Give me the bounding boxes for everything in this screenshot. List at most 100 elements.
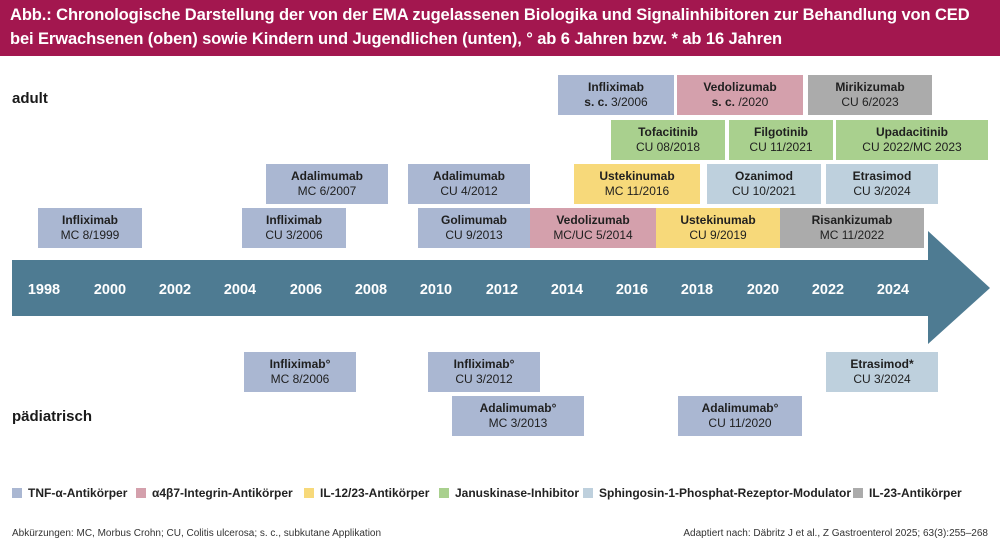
year-label: 2016 xyxy=(615,282,649,298)
drug-name: Adalimumab° xyxy=(701,401,779,415)
drug-name: Etrasimod xyxy=(852,169,912,183)
drug-name: Ustekinumab xyxy=(599,169,675,183)
legend-swatch xyxy=(439,488,449,498)
approval-detail: CU 3/2012 xyxy=(455,372,513,386)
approval-box: Etrasimod CU 3/2024 xyxy=(826,164,938,204)
title-banner: Abb.: Chronologische Darstellung der von… xyxy=(0,0,1000,56)
legend-label: TNF-α-Antikörper xyxy=(28,486,128,500)
subcutaneous-marker: s. c. xyxy=(584,95,608,109)
legend-label: IL-23-Antikörper xyxy=(869,486,962,500)
year-label: 2002 xyxy=(158,282,192,298)
drug-name: Etrasimod* xyxy=(850,357,914,371)
abbreviations-footnote: Abkürzungen: MC, Morbus Crohn; CU, Colit… xyxy=(12,528,382,539)
drug-name: Infliximab° xyxy=(269,357,331,371)
approval-box: Ozanimod CU 10/2021 xyxy=(707,164,821,204)
legend-label: α4β7-Integrin-Antikörper xyxy=(152,486,293,500)
year-label: 2006 xyxy=(289,282,323,298)
approval-box: Infliximab° MC 8/2006 xyxy=(244,352,356,392)
drug-name: Infliximab xyxy=(587,80,644,94)
year-label: 2022 xyxy=(811,282,845,298)
year-label: 2004 xyxy=(223,282,257,298)
timeline-arrow xyxy=(12,231,990,344)
drug-name: Filgotinib xyxy=(754,125,808,139)
title-line-2: bei Erwachsenen (oben) sowie Kindern und… xyxy=(10,30,783,48)
approval-box: Ustekinumab CU 9/2019 xyxy=(656,208,780,248)
year-label: 2024 xyxy=(876,282,910,298)
drug-name: Adalimumab xyxy=(432,169,505,183)
drug-name: Ozanimod xyxy=(734,169,793,183)
approval-detail: MC/UC 5/2014 xyxy=(553,228,633,242)
legend-swatch xyxy=(12,488,22,498)
approval-detail: CU 10/2021 xyxy=(731,184,797,198)
year-label: 2000 xyxy=(93,282,127,298)
year-label: 2008 xyxy=(354,282,388,298)
approval-box: Golimumab CU 9/2013 xyxy=(418,208,530,248)
legend-label: IL-12/23-Antikörper xyxy=(320,486,430,500)
legend-swatch xyxy=(583,488,593,498)
approval-detail: CU 3/2006 xyxy=(265,228,323,242)
approval-box: Adalimumab° MC 3/2013 xyxy=(452,396,584,436)
approval-box: Tofacitinib CU 08/2018 xyxy=(611,120,725,160)
approval-box: Adalimumab CU 4/2012 xyxy=(408,164,530,204)
year-label: 2014 xyxy=(550,282,584,298)
drug-name: Ustekinumab xyxy=(680,213,756,227)
approval-detail: CU 9/2019 xyxy=(689,228,747,242)
approval-detail: CU 4/2012 xyxy=(440,184,498,198)
legend-item: Sphingosin-1-Phosphat-Rezeptor-Modulator xyxy=(583,486,851,500)
source-footnote: Adaptiert nach: Däbritz J et al., Z Gast… xyxy=(683,528,988,539)
legend-item: IL-12/23-Antikörper xyxy=(304,486,429,500)
approval-box: Infliximab s. c. 3/2006 xyxy=(558,75,674,115)
drug-name: Infliximab xyxy=(61,213,118,227)
approval-detail: MC 6/2007 xyxy=(297,184,357,198)
approval-detail: CU 11/2020 xyxy=(708,416,772,430)
pediatric-label: pädiatrisch xyxy=(12,408,93,425)
legend-item: TNF-α-Antikörper xyxy=(12,486,127,500)
approval-detail: CU 2022/MC 2023 xyxy=(862,140,962,154)
legend-swatch xyxy=(853,488,863,498)
approval-box: Risankizumab MC 11/2022 xyxy=(780,208,924,248)
approval-detail: CU 6/2023 xyxy=(841,95,899,109)
drug-name: Vedolizumab xyxy=(703,80,777,94)
approval-box: Infliximab° CU 3/2012 xyxy=(428,352,540,392)
approval-detail: MC 3/2013 xyxy=(488,416,548,430)
drug-name: Infliximab° xyxy=(453,357,515,371)
legend-item: IL-23-Antikörper xyxy=(853,486,962,500)
legend-label: Januskinase-Inhibitor xyxy=(455,486,580,500)
approval-box: Infliximab MC 8/1999 xyxy=(38,208,142,248)
approval-detail: s. c. 3/2006 xyxy=(584,95,648,109)
year-label: 1998 xyxy=(27,282,61,298)
legend-item: Januskinase-Inhibitor xyxy=(439,486,579,500)
approval-box: Vedolizumab s. c. /2020 xyxy=(677,75,803,115)
legend-label: Sphingosin-1-Phosphat-Rezeptor-Modulator xyxy=(599,486,851,500)
approval-box: Filgotinib CU 11/2021 xyxy=(729,120,833,160)
approval-detail: s. c. /2020 xyxy=(711,95,769,109)
approval-detail: MC 11/2022 xyxy=(819,228,885,242)
approval-detail: CU 9/2013 xyxy=(445,228,503,242)
approval-detail: MC 8/2006 xyxy=(270,372,330,386)
legend-item: α4β7-Integrin-Antikörper xyxy=(136,486,293,500)
drug-name: Golimumab xyxy=(440,213,507,227)
approval-detail: CU 08/2018 xyxy=(635,140,701,154)
drug-name: Risankizumab xyxy=(811,213,893,227)
approval-box: Adalimumab° CU 11/2020 xyxy=(678,396,802,436)
approval-box: Ustekinumab MC 11/2016 xyxy=(574,164,700,204)
year-label: 2018 xyxy=(680,282,714,298)
adult-label: adult xyxy=(12,90,48,107)
legend-swatch xyxy=(136,488,146,498)
drug-name: Adalimumab xyxy=(290,169,363,183)
approval-box: Infliximab CU 3/2006 xyxy=(242,208,346,248)
drug-name: Tofacitinib xyxy=(638,125,698,139)
approval-box: Upadacitinib CU 2022/MC 2023 xyxy=(836,120,988,160)
approval-detail: CU 3/2024 xyxy=(853,372,911,386)
drug-name: Adalimumab° xyxy=(479,401,557,415)
drug-name: Upadacitinib xyxy=(875,125,948,139)
drug-name: Vedolizumab xyxy=(556,213,630,227)
title-line-1: Abb.: Chronologische Darstellung der von… xyxy=(10,6,970,24)
approval-box: Mirikizumab CU 6/2023 xyxy=(808,75,932,115)
approval-detail: CU 11/2021 xyxy=(749,140,813,154)
approval-detail: MC 8/1999 xyxy=(60,228,120,242)
approval-detail: CU 3/2024 xyxy=(853,184,911,198)
year-label: 2010 xyxy=(419,282,453,298)
approval-box: Adalimumab MC 6/2007 xyxy=(266,164,388,204)
year-label: 2020 xyxy=(746,282,780,298)
